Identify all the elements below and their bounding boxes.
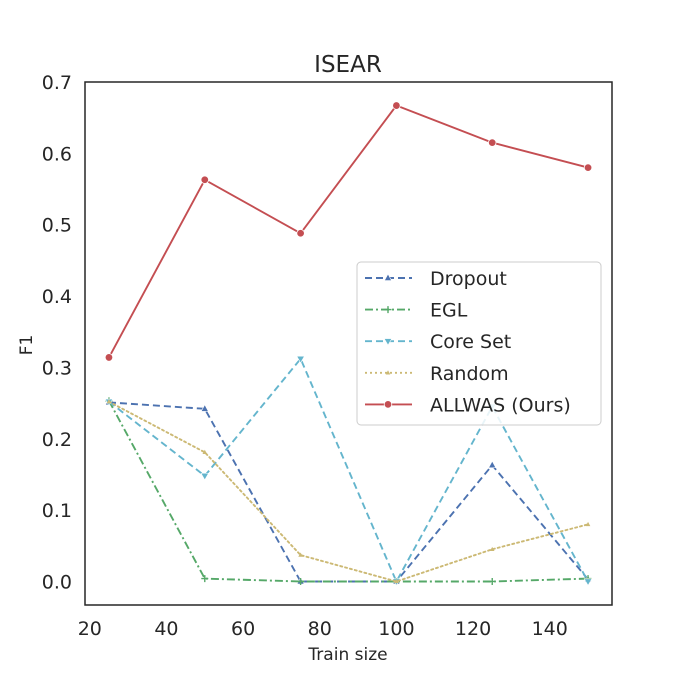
y-axis-label: F1 [17, 335, 37, 356]
data-point-core-set [296, 355, 305, 364]
x-tick-label: 100 [378, 618, 414, 640]
data-point-random [298, 552, 303, 557]
legend-marker-core-set [383, 338, 393, 346]
x-tick-label: 120 [455, 618, 491, 640]
x-tick-label: 40 [154, 618, 178, 640]
data-point-random [106, 399, 112, 404]
data-point-random [489, 546, 495, 552]
data-point-allwas-ours [296, 229, 305, 238]
y-tick-label: 0.3 [42, 357, 72, 379]
data-point-allwas-ours [200, 175, 209, 184]
x-tick-label: 20 [78, 618, 102, 640]
data-point-core-set [583, 578, 593, 587]
series-line-dropout [108, 401, 589, 583]
legend-entry-allwas-ours: ALLWAS (Ours) [365, 394, 571, 416]
legend: Dropout EGL Core Set Random ALLWAS (Ours) [356, 261, 602, 426]
data-point-egl [488, 577, 496, 585]
data-point-allwas-ours [488, 138, 497, 147]
series-line-random [108, 400, 589, 583]
y-tick-label: 0.5 [42, 215, 72, 237]
data-point-random [585, 521, 591, 527]
y-tick-label: 0.6 [42, 143, 72, 165]
x-tick-label: 80 [308, 618, 332, 640]
data-point-egl [297, 577, 305, 585]
y-tick-label: 0.4 [42, 286, 72, 308]
data-point-allwas-ours [392, 101, 401, 110]
data-point-random [394, 578, 399, 584]
data-point-allwas-ours [583, 163, 593, 172]
x-tick-label: 140 [532, 618, 568, 640]
y-tick-label: 0.2 [42, 429, 72, 451]
y-tick-label: 0.1 [42, 500, 72, 522]
data-point-egl [201, 575, 209, 583]
plot-frame [84, 81, 613, 606]
y-tick-label: 0.0 [42, 571, 72, 593]
legend-entry-dropout: Dropout [365, 268, 507, 290]
legend-label-random: Random [430, 363, 509, 385]
data-point-core-set [200, 472, 210, 481]
series-line-allwas-ours [108, 104, 589, 358]
legend-marker-random [385, 370, 391, 375]
data-point-allwas-ours [104, 353, 114, 362]
data-point-dropout [200, 404, 209, 412]
legend-entry-egl: EGL [365, 300, 468, 322]
legend-marker-dropout [383, 273, 393, 281]
legend-label-core-set: Core Set [430, 331, 511, 353]
data-point-dropout [488, 460, 497, 469]
legend-marker-egl [384, 306, 392, 314]
series-random [106, 399, 591, 584]
data-point-random [202, 449, 208, 455]
legend-entry-random: Random [365, 363, 509, 385]
legend-label-allwas-ours: ALLWAS (Ours) [430, 394, 571, 416]
series-line-core-set [108, 357, 589, 583]
y-tick-label: 0.7 [42, 72, 72, 94]
legend-box [356, 261, 602, 426]
legend-label-dropout: Dropout [430, 268, 507, 290]
legend-label-egl: EGL [430, 300, 468, 322]
x-tick-label: 60 [231, 618, 255, 640]
legend-marker-allwas-ours [383, 400, 393, 409]
series-allwas-ours [104, 101, 593, 362]
x-axis-label: Train size [307, 645, 387, 665]
legend-entry-core-set: Core Set [365, 331, 511, 353]
chart-title: ISEAR [314, 52, 382, 78]
